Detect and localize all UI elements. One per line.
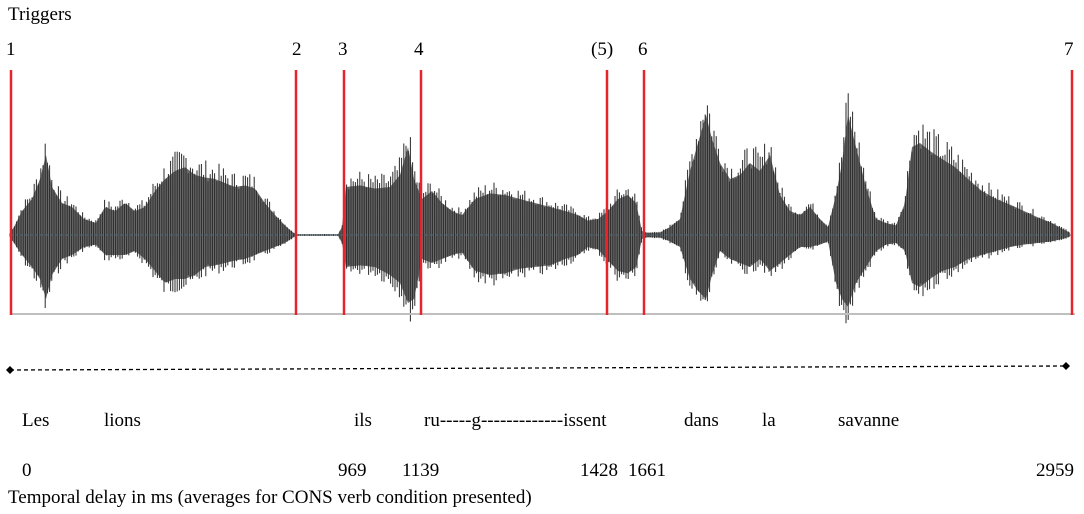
time-969: 969: [338, 460, 367, 481]
timeline-dashed: [9, 365, 1067, 371]
speech-waveform: [9, 93, 1070, 324]
time-1428: 1428: [580, 460, 618, 481]
trigger-label-5: (5): [591, 39, 614, 60]
word-savanne: savanne: [838, 410, 900, 431]
timeline-end-marker: [1062, 362, 1070, 370]
trigger-lines: [9, 70, 1074, 315]
word-dans: dans: [684, 410, 719, 431]
trigger-label-4: 4: [414, 39, 424, 60]
time-1139: 1139: [402, 460, 440, 481]
word-lions: lions: [104, 410, 141, 431]
word-la: la: [762, 410, 776, 431]
time-0: 0: [22, 460, 32, 481]
word-rugissent: ru-----g-------------issent: [424, 410, 607, 431]
figure-caption: Temporal delay in ms (averages for CONS …: [8, 487, 532, 508]
time-1661: 1661: [628, 460, 666, 481]
trigger-label-3: 3: [338, 39, 348, 60]
time-2959: 2959: [1036, 460, 1074, 481]
trigger-label-6: 6: [638, 39, 648, 60]
trigger-label-7: 7: [1064, 39, 1074, 60]
timeline-start-marker: [6, 366, 14, 374]
trigger-label-2: 2: [292, 39, 302, 60]
trigger-label-1: 1: [6, 39, 16, 60]
word-ils: ils: [354, 410, 372, 431]
word-les: Les: [22, 410, 50, 431]
figure-title: Triggers: [8, 4, 72, 25]
